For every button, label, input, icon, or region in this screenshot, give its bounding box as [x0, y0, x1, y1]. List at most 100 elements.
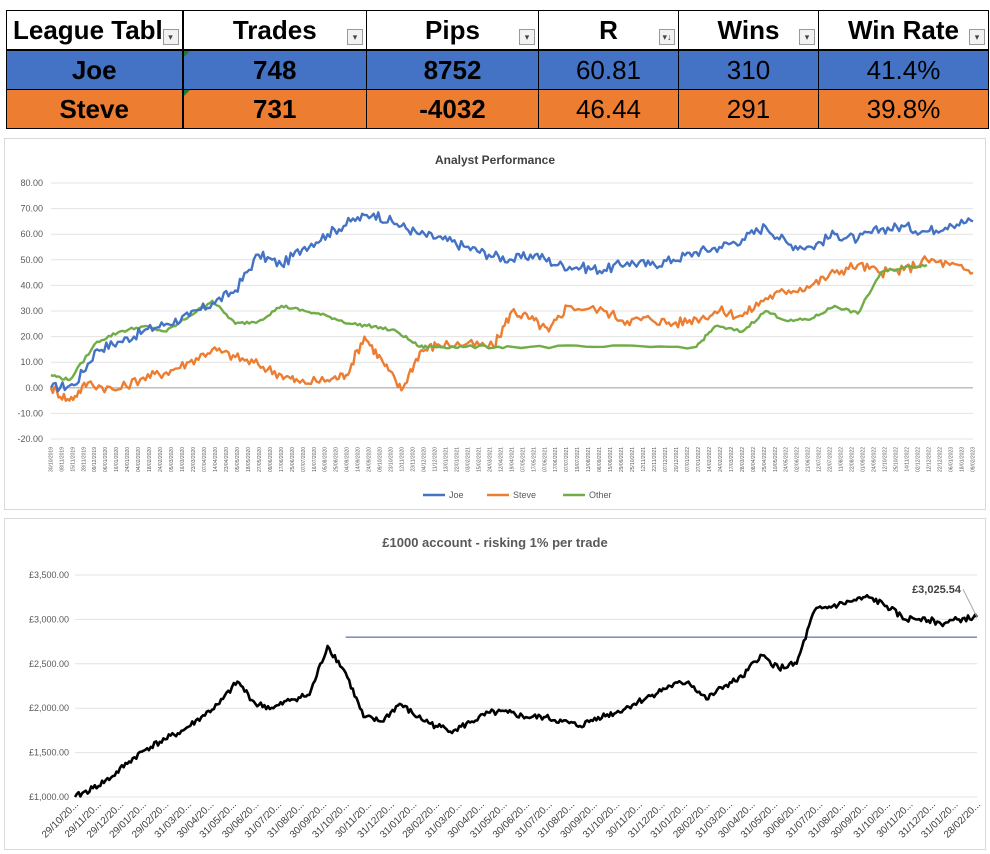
x-tick-label: 25/06/2020	[290, 447, 296, 472]
account-chart[interactable]: £1000 account - risking 1% per trade £1,0…	[4, 518, 986, 850]
filter-dropdown-icon[interactable]: ▾	[969, 29, 985, 45]
x-tick-label: 23/11/2020	[411, 447, 417, 472]
x-tick-label: 24/02/2020	[158, 447, 164, 472]
cell-r[interactable]: 60.81	[538, 49, 679, 90]
x-tick-label: 28/11/2019	[81, 447, 87, 472]
x-tick-label: 15/02/2021	[476, 447, 482, 472]
chart-title: £1000 account - risking 1% per trade	[382, 535, 607, 550]
analyst-performance-chart[interactable]: Analyst Performance -20.00 -10.00 0.00 10.00…	[4, 138, 986, 510]
end-value-label: £3,025.54	[912, 584, 962, 596]
account-svg: £1000 account - risking 1% per trade £1,0…	[29, 535, 983, 841]
cell-win-rate[interactable]: 39.8%	[818, 89, 989, 129]
x-tick-label: 07/04/2020	[202, 447, 208, 472]
cell-flag-icon	[183, 90, 190, 96]
y-tick-label: £1,000.00	[29, 792, 69, 802]
x-tick-label: 17/06/2020	[279, 447, 285, 472]
x-tick-label: 16/01/2020	[114, 447, 120, 472]
x-tick-label: 23/10/2020	[389, 447, 395, 472]
x-tick-label: 25/10/2021	[630, 447, 636, 472]
x-tick-label: 09/10/2020	[378, 447, 384, 472]
x-tick-label: 19/07/2021	[575, 447, 581, 472]
x-tick-label: 11/12/2020	[432, 447, 438, 472]
x-tick-label: 07/12/2021	[663, 447, 669, 472]
cell-trades[interactable]: 731	[182, 89, 367, 129]
x-tick-label: 25/04/2022	[762, 447, 768, 472]
x-tick-label: 06/01/2023	[948, 447, 954, 472]
x-tick-label: 13/01/2021	[443, 447, 449, 472]
table-row: Steve 731 -4032 46.44 291 39.8%	[6, 89, 989, 129]
cell-trades[interactable]: 748	[182, 49, 367, 90]
x-tick-label: 16/07/2020	[312, 447, 318, 472]
x-tick-label: 05/08/2020	[323, 447, 329, 472]
x-tick-label: 20/12/2021	[674, 447, 680, 472]
x-tick-label: 01/09/2022	[861, 447, 867, 472]
cell-name[interactable]: Steve	[6, 89, 184, 129]
x-tick-label: 09/02/2023	[970, 447, 976, 472]
x-tick-label: 24/05/2022	[784, 447, 790, 472]
x-tick-label: 28/03/2022	[740, 447, 746, 472]
x-tick-label: 06/09/2021	[597, 447, 603, 472]
x-tick-label: 24/02/2022	[718, 447, 724, 472]
header-league-table: League Tabl ▾	[6, 10, 184, 51]
annotation-leader	[962, 588, 978, 618]
cell-pips[interactable]: 8752	[366, 49, 539, 90]
x-tick-label: 09/12/2019	[92, 447, 98, 472]
filter-dropdown-icon[interactable]: ▾	[347, 29, 363, 45]
x-tick-label: 15/09/2021	[608, 447, 614, 472]
x-tick-label: 12/12/2022	[926, 447, 932, 472]
x-tick-label: 03/02/2021	[465, 447, 471, 472]
x-tick-label: 14/09/2020	[356, 447, 362, 472]
x-tick-label: 07/05/2021	[520, 447, 526, 472]
y-tick-label: £1,500.00	[29, 748, 69, 758]
series-line-steve	[49, 255, 974, 402]
y-tick-label: £3,500.00	[29, 570, 69, 580]
y-tick-label: £2,500.00	[29, 659, 69, 669]
legend-label: Other	[589, 490, 612, 500]
legend-label: Steve	[513, 490, 536, 500]
x-tick-label: 06/01/2020	[103, 447, 109, 472]
header-wins: Wins ▾	[678, 10, 819, 51]
x-tick-label: 27/05/2020	[257, 447, 263, 472]
y-tick-label: 20.00	[20, 332, 43, 342]
x-tick-label: 13/08/2021	[586, 447, 592, 472]
y-tick-label: £3,000.00	[29, 614, 69, 624]
legend-label: Joe	[449, 490, 464, 500]
x-tick-label: 25/08/2020	[334, 447, 340, 472]
filter-dropdown-icon[interactable]: ▾	[799, 29, 815, 45]
sort-filter-icon[interactable]: ▾↓	[659, 29, 675, 45]
x-tick-label: 16/03/2020	[180, 447, 186, 472]
x-tick-label: 17/05/2021	[531, 447, 537, 472]
y-tick-label: 30.00	[20, 306, 43, 316]
y-tick-label: 60.00	[20, 229, 43, 239]
x-tick-label: 14/02/2022	[707, 447, 713, 472]
x-tick-label: 23/04/2020	[224, 447, 230, 472]
x-tick-label: 15/11/2019	[70, 447, 76, 472]
cell-pips[interactable]: -4032	[366, 89, 539, 129]
y-tick-label: -10.00	[17, 408, 43, 418]
x-tick-label: 04/02/2020	[136, 447, 142, 472]
x-tick-label: 17/06/2021	[553, 447, 559, 472]
cell-r[interactable]: 46.44	[538, 89, 679, 129]
x-tick-label: 24/03/2021	[487, 447, 493, 472]
x-tick-label: 24/09/2022	[872, 447, 878, 472]
x-tick-label: 21/06/2022	[806, 447, 812, 472]
y-tick-label: 40.00	[20, 280, 43, 290]
x-tick-label: 23/03/2020	[191, 447, 197, 472]
y-tick-label: 0.00	[25, 383, 43, 393]
x-tick-label: 19/04/2021	[509, 447, 515, 472]
filter-dropdown-icon[interactable]: ▾	[162, 29, 179, 45]
filter-dropdown-icon[interactable]: ▾	[519, 29, 535, 45]
header-trades: Trades ▾	[182, 10, 367, 51]
cell-wins[interactable]: 291	[678, 89, 819, 129]
x-tick-label: 24/01/2020	[125, 447, 131, 472]
cell-wins[interactable]: 310	[678, 49, 819, 90]
chart-title: Analyst Performance	[435, 153, 555, 167]
cell-name[interactable]: Joe	[6, 49, 184, 90]
x-tick-label: 07/06/2021	[542, 447, 548, 472]
cell-win-rate[interactable]: 41.4%	[818, 49, 989, 90]
x-tick-label: 12/04/2021	[498, 447, 504, 472]
header-win-rate: Win Rate ▾	[818, 10, 989, 51]
header-pips: Pips ▾	[366, 10, 539, 51]
x-tick-label: 30/10/2019	[48, 447, 54, 472]
x-tick-label: 14/04/2020	[213, 447, 219, 472]
